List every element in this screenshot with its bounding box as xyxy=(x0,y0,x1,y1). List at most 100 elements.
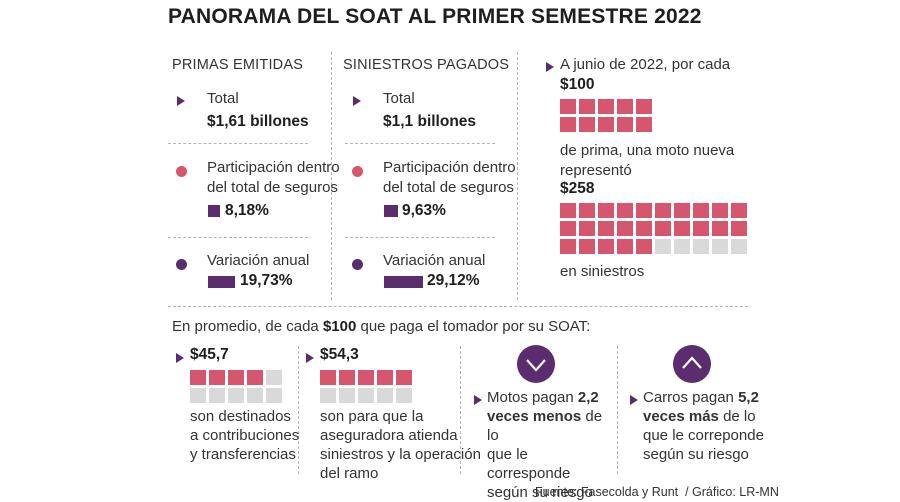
grid-cell xyxy=(579,239,595,254)
grid-cell xyxy=(617,221,633,236)
siniestros-part-label-1: Participación dentro xyxy=(383,159,516,176)
divider-col1 xyxy=(331,52,332,300)
moto-amount-258: $258 xyxy=(560,180,595,197)
c3-bold1: 2,2 xyxy=(577,389,599,406)
grid-cell xyxy=(358,388,374,403)
grid-cell xyxy=(598,221,614,236)
purple-dot-icon xyxy=(352,259,363,270)
c4-text: Carros pagan 5,2 veces más de lo que le … xyxy=(643,388,768,464)
grid-cell xyxy=(560,239,576,254)
divider-b3 xyxy=(617,346,618,474)
grid-cell xyxy=(339,388,355,403)
siniestros-total-value: $1,1 billones xyxy=(383,113,477,130)
primas-total-label: Total xyxy=(207,90,239,107)
bottom-intro: En promedio, de cada $100 que paga el to… xyxy=(172,317,590,336)
bottom-intro-amount: $100 xyxy=(322,318,357,335)
primas-part-bar xyxy=(208,205,220,217)
chevron-up-icon xyxy=(673,345,711,383)
grid-cell xyxy=(320,388,336,403)
pink-dot-icon xyxy=(176,166,187,177)
c4-line4: según su riesgo xyxy=(643,446,749,463)
siniestros-header: SINIESTROS PAGADOS xyxy=(343,57,510,73)
grid-cell xyxy=(377,388,393,403)
c1-line2: a contribuciones xyxy=(190,427,300,444)
c4-bold1: 5,2 xyxy=(738,389,759,406)
grid-cell xyxy=(712,203,728,218)
grid-cell xyxy=(560,221,576,236)
divider-col2 xyxy=(517,52,518,300)
triangle-icon xyxy=(177,96,185,106)
grid-cell xyxy=(209,388,225,403)
c3-text: Motos pagan 2,2 veces menos de lo que le… xyxy=(487,388,612,502)
grid-cell xyxy=(655,239,671,254)
grid-cell xyxy=(655,221,671,236)
grid-cell xyxy=(560,203,576,218)
grid-cell xyxy=(674,221,690,236)
grid-cell xyxy=(579,221,595,236)
grid-cell xyxy=(731,203,747,218)
grid-cell xyxy=(598,239,614,254)
divider-b2 xyxy=(460,346,461,474)
grid-cell xyxy=(228,388,244,403)
c2-line1: son para que la xyxy=(320,408,424,425)
c3-line3: que le corresponde xyxy=(487,446,571,482)
grid-cell xyxy=(560,117,576,132)
c4-line3: que le correponde xyxy=(643,427,764,444)
moto-amount-100: $100 xyxy=(560,76,595,93)
grid-cell xyxy=(712,221,728,236)
divider-bottom xyxy=(168,306,748,307)
grid-cell xyxy=(674,239,690,254)
grid-cell xyxy=(617,117,633,132)
siniestros-part-label-2: del total de seguros xyxy=(383,179,514,196)
primas-var-value: 19,73% xyxy=(240,272,293,289)
grid-cell xyxy=(674,203,690,218)
grid-cell xyxy=(636,239,652,254)
triangle-icon xyxy=(176,353,184,363)
grid-cell xyxy=(358,370,374,385)
bottom-intro-pre: En promedio, de cada xyxy=(172,318,323,335)
grid-cell xyxy=(209,370,225,385)
grid-cell xyxy=(731,221,747,236)
c2-line4: del ramo xyxy=(320,465,379,482)
primas-var-bar xyxy=(208,276,235,288)
purple-dot-icon xyxy=(176,259,187,270)
c3-bold2: veces menos xyxy=(487,408,582,425)
grid-cell xyxy=(396,388,412,403)
bottom-intro-post: que paga el tomador por su SOAT: xyxy=(356,318,591,335)
c3-pre: Motos pagan xyxy=(487,389,578,406)
triangle-icon xyxy=(306,353,314,363)
grid-cell xyxy=(579,117,595,132)
c2-line2: aseguradora atienda xyxy=(320,427,458,444)
grid-cell xyxy=(228,370,244,385)
grid-cell xyxy=(655,203,671,218)
moto-intro: A junio de 2022, por cada xyxy=(560,56,731,73)
c1-line1: son destinados xyxy=(190,408,291,425)
grid-cell xyxy=(377,370,393,385)
triangle-icon xyxy=(546,62,554,72)
divider-row2-mid xyxy=(345,237,495,238)
primas-part-label-1: Participación dentro xyxy=(207,159,340,176)
siniestros-part-bar xyxy=(384,205,398,217)
moto-text-1: de prima, una moto nueva xyxy=(560,142,735,159)
grid-cell xyxy=(579,203,595,218)
grid-cell xyxy=(712,239,728,254)
grid-cell xyxy=(598,99,614,114)
moto-text-3: en siniestros xyxy=(560,263,645,280)
moto-grid-258 xyxy=(560,203,747,254)
chevron-up-icon xyxy=(682,356,702,369)
grid-cell xyxy=(190,388,206,403)
c3-post: de lo xyxy=(487,408,603,444)
c1-grid xyxy=(190,370,282,403)
c2-line3: siniestros y la operación xyxy=(320,446,481,463)
grid-cell xyxy=(693,239,709,254)
divider-row1-left xyxy=(168,143,308,144)
divider-b1 xyxy=(298,346,299,474)
grid-cell xyxy=(617,99,633,114)
primas-header: PRIMAS EMITIDAS xyxy=(172,57,304,73)
chevron-down-icon xyxy=(517,345,555,383)
divider-row2-left xyxy=(168,237,308,238)
siniestros-total-label: Total xyxy=(383,90,415,107)
grid-cell xyxy=(579,99,595,114)
grid-cell xyxy=(320,370,336,385)
c1-amount: $45,7 xyxy=(190,346,229,363)
